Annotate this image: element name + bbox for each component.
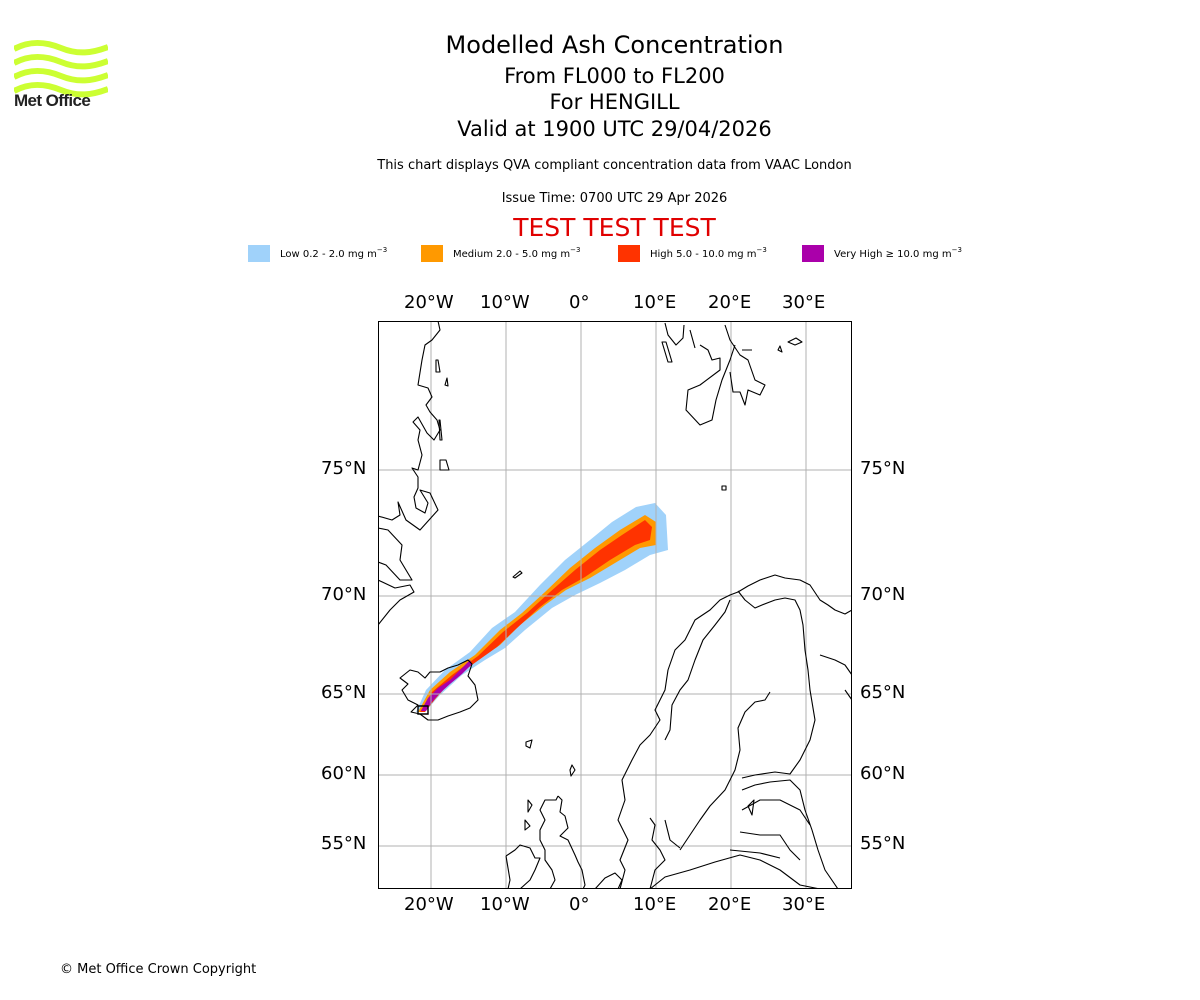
volcano-marker-icon <box>417 705 429 715</box>
legend-label: Medium 2.0 - 5.0 mg m−3 <box>453 246 581 260</box>
lon-tick-top: 20°E <box>708 292 752 313</box>
russia-kola <box>819 654 852 701</box>
lon-tick-bottom: 10°E <box>633 894 677 915</box>
legend-item-medium: Medium 2.0 - 5.0 mg m−3 <box>421 244 580 262</box>
lon-tick-top: 20°W <box>404 292 454 313</box>
flight-level-range: From FL000 to FL200 <box>504 64 725 88</box>
medium-swatch-icon <box>421 244 443 262</box>
legend-item-very-high: Very High ≥ 10.0 mg m−3 <box>802 244 962 262</box>
lon-tick-top: 10°W <box>480 292 530 313</box>
lat-tick-right: 70°N <box>860 584 906 605</box>
legend-item-low: Low 0.2 - 2.0 mg m−3 <box>248 244 387 262</box>
netherlands-coast <box>594 872 623 889</box>
plume-high-region <box>420 520 652 712</box>
volcano-name: For HENGILL <box>549 90 680 114</box>
copyright-notice: © Met Office Crown Copyright <box>60 962 257 977</box>
baltic-states <box>729 779 839 889</box>
denmark-coast <box>649 817 681 889</box>
legend-label: Low 0.2 - 2.0 mg m−3 <box>280 246 388 260</box>
ash-map <box>378 321 852 889</box>
met-office-logo-icon <box>14 39 108 98</box>
ireland-coast <box>505 844 541 889</box>
coastlines <box>378 321 852 889</box>
germany-poland-coast <box>649 854 821 889</box>
lat-tick-left: 70°N <box>321 584 367 605</box>
svalbard-coast <box>664 322 803 426</box>
very-high-swatch-icon <box>802 244 824 262</box>
lon-tick-bottom: 10°W <box>480 894 530 915</box>
lat-tick-right: 55°N <box>860 833 906 854</box>
ash-plume <box>416 503 668 712</box>
legend-item-high: High 5.0 - 10.0 mg m−3 <box>618 244 767 262</box>
graticule <box>378 321 852 889</box>
iceland-coast <box>399 659 479 721</box>
lat-tick-left: 65°N <box>321 682 367 703</box>
test-banner: TEST TEST TEST <box>513 213 716 242</box>
lon-tick-top: 0° <box>569 292 590 313</box>
low-swatch-icon <box>248 244 270 262</box>
issue-time: Issue Time: 0700 UTC 29 Apr 2026 <box>501 191 728 206</box>
chart-title: Modelled Ash Concentration <box>445 31 784 59</box>
lon-tick-bottom: 20°E <box>708 894 752 915</box>
lat-tick-left: 55°N <box>321 833 367 854</box>
lat-tick-left: 60°N <box>321 763 367 784</box>
sweden-border <box>664 599 731 741</box>
lon-tick-bottom: 30°E <box>782 894 826 915</box>
plume-very-high-region <box>421 660 472 711</box>
lat-tick-left: 75°N <box>321 458 367 479</box>
logo-text: Met Office <box>14 91 91 110</box>
lon-tick-top: 10°E <box>633 292 677 313</box>
lon-tick-bottom: 20°W <box>404 894 454 915</box>
lat-tick-right: 75°N <box>860 458 906 479</box>
high-swatch-icon <box>618 244 640 262</box>
valid-time: Valid at 1900 UTC 29/04/2026 <box>457 117 772 141</box>
lat-tick-right: 65°N <box>860 682 906 703</box>
lon-tick-top: 30°E <box>782 292 826 313</box>
legend-label: High 5.0 - 10.0 mg m−3 <box>650 246 767 260</box>
subtitle: This chart displays QVA compliant concen… <box>377 158 852 173</box>
map-frame <box>378 321 852 889</box>
lon-tick-bottom: 0° <box>569 894 590 915</box>
uk-coast <box>539 795 586 889</box>
gulf-bothnia <box>679 691 771 851</box>
scandinavia-coast <box>617 574 852 889</box>
greenland-coast <box>378 321 441 626</box>
finland-coast <box>737 590 816 779</box>
legend-label: Very High ≥ 10.0 mg m−3 <box>834 246 962 260</box>
lat-tick-right: 60°N <box>860 763 906 784</box>
